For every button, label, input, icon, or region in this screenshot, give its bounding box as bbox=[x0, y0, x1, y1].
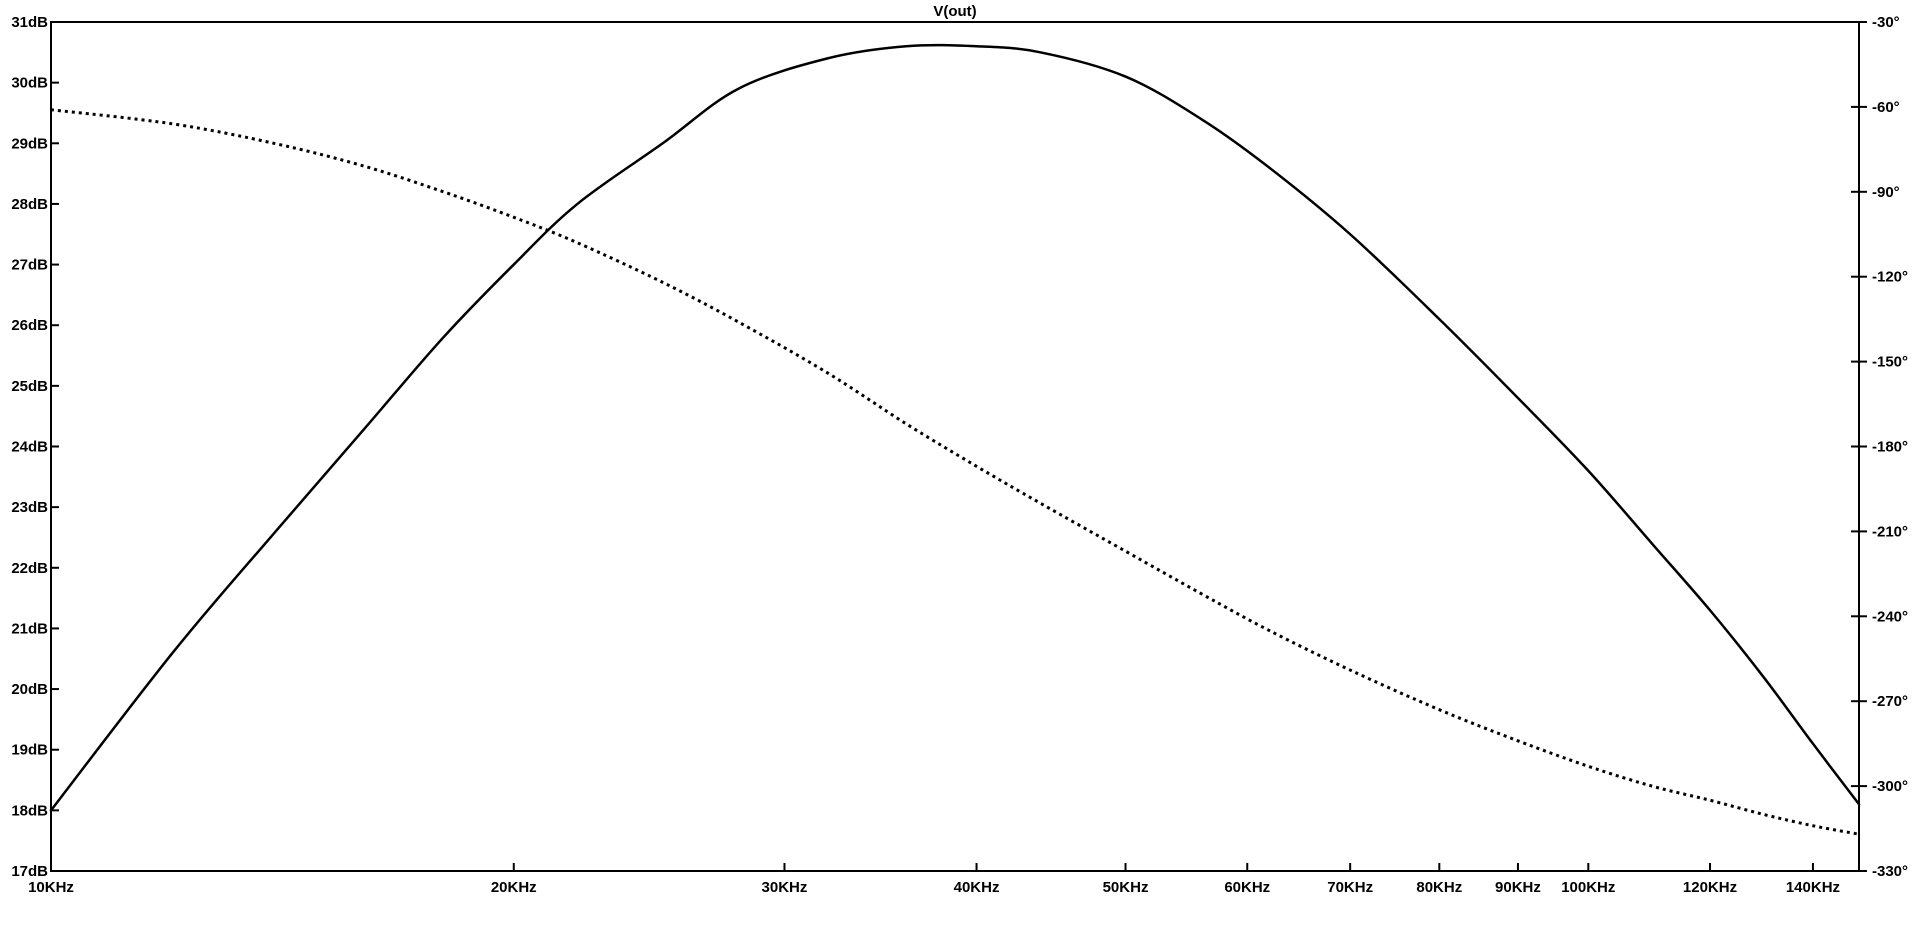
y-right-tick-label: -90° bbox=[1872, 184, 1900, 201]
y-left-tick-label: 27dB bbox=[11, 257, 48, 274]
y-left-tick-label: 29dB bbox=[11, 135, 48, 152]
y-right-tick-label: -330° bbox=[1872, 863, 1908, 880]
x-tick-label: 140KHz bbox=[1786, 879, 1840, 896]
y-left-tick-label: 23dB bbox=[11, 499, 48, 516]
y-left-tick-label: 17dB bbox=[11, 863, 48, 880]
x-tick-label: 90KHz bbox=[1495, 879, 1541, 896]
phase-curve bbox=[50, 108, 1860, 836]
y-right-tick-label: -300° bbox=[1872, 778, 1908, 795]
x-tick-label: 100KHz bbox=[1561, 879, 1615, 896]
x-tick-label: 30KHz bbox=[762, 879, 808, 896]
y-right-tick-label: -240° bbox=[1872, 608, 1908, 625]
y-right-tick-label: -180° bbox=[1872, 439, 1908, 456]
x-tick-label: 70KHz bbox=[1327, 879, 1373, 896]
y-left-tick-label: 25dB bbox=[11, 378, 48, 395]
y-left-tick-label: 21dB bbox=[11, 620, 48, 637]
y-axis-left: 17dB 18dB 19dB 20dB 21dB 22dB 23dB 24dB 25dB 26dB… bbox=[11, 14, 59, 880]
y-left-tick-label: 20dB bbox=[11, 681, 48, 698]
x-tick-label: 40KHz bbox=[954, 879, 1000, 896]
y-right-tick-label: -210° bbox=[1872, 523, 1908, 540]
y-left-tick-label: 22dB bbox=[11, 560, 48, 577]
y-left-tick-label: 19dB bbox=[11, 742, 48, 759]
x-tick-label: 80KHz bbox=[1416, 879, 1462, 896]
y-left-tick-label: 24dB bbox=[11, 439, 48, 456]
y-left-tick-label: 30dB bbox=[11, 75, 48, 92]
y-right-tick-label: -150° bbox=[1872, 354, 1908, 371]
y-right-tick-label: -270° bbox=[1872, 693, 1908, 710]
x-tick-label: 60KHz bbox=[1224, 879, 1270, 896]
series-layer bbox=[49, 43, 1861, 836]
magnitude-curve bbox=[49, 43, 1861, 812]
x-tick-label: 50KHz bbox=[1103, 879, 1149, 896]
y-left-tick-label: 18dB bbox=[11, 802, 48, 819]
y-axis-right: -330° -300° -270° -240° -210° -180° -150° -120°… bbox=[1851, 14, 1908, 880]
x-tick-label: 10KHz bbox=[28, 879, 74, 896]
x-tick-label: 20KHz bbox=[491, 879, 537, 896]
x-axis: 10KHz 20KHz 30KHz 40KHz 50KHz 60KHz 70KHz 80KHz… bbox=[28, 863, 1840, 896]
y-left-tick-label: 26dB bbox=[11, 317, 48, 334]
y-right-tick-label: -120° bbox=[1872, 269, 1908, 286]
chart-title: V(out) bbox=[933, 3, 976, 20]
y-left-tick-label: 28dB bbox=[11, 196, 48, 213]
y-right-tick-label: -30° bbox=[1872, 14, 1900, 31]
x-tick-label: 120KHz bbox=[1683, 879, 1737, 896]
y-right-tick-label: -60° bbox=[1872, 99, 1900, 116]
y-left-tick-label: 31dB bbox=[11, 14, 48, 31]
